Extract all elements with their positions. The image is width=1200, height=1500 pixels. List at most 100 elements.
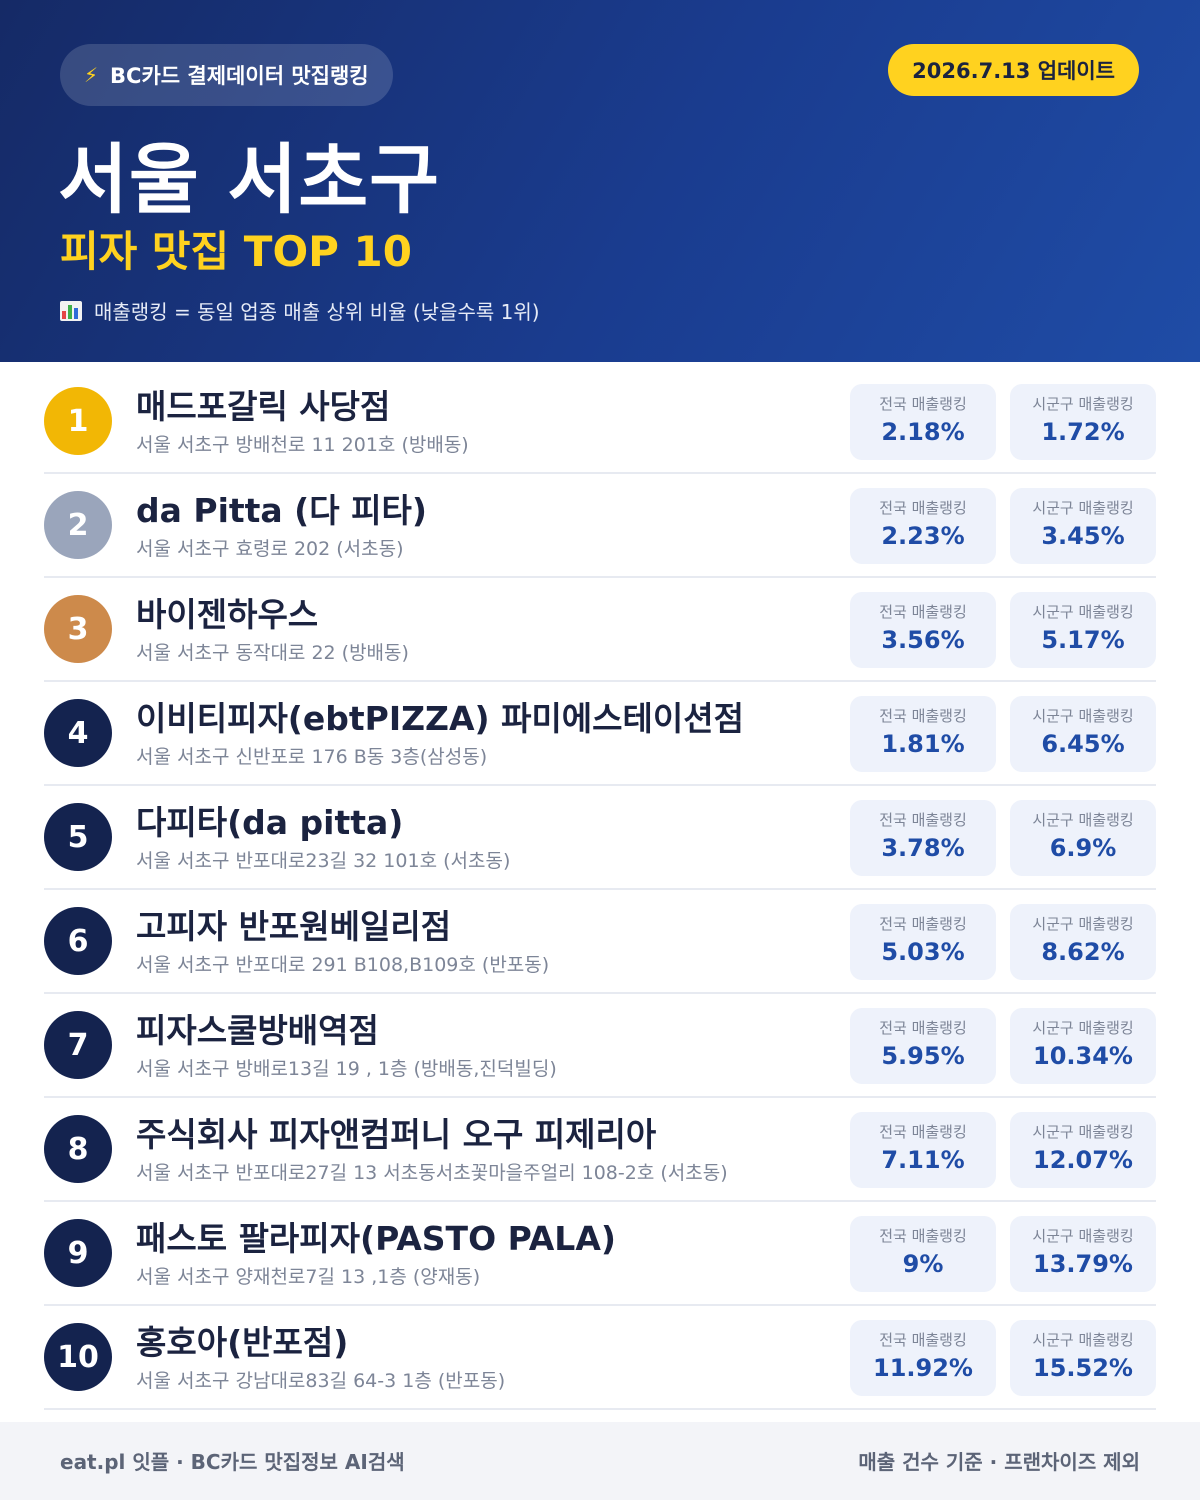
restaurant-address: 서울 서초구 신반포로 176 B동 3층(삼성동) xyxy=(136,746,488,768)
national-rank-label: 전국 매출랭킹 xyxy=(879,499,967,517)
restaurant-name[interactable]: 피자스쿨방배역점 xyxy=(136,1011,379,1050)
rank-badge: 7 xyxy=(44,1011,112,1079)
district-rank-box: 시군구 매출랭킹 15.52% xyxy=(1010,1320,1156,1396)
national-rank-box: 전국 매출랭킹 7.11% xyxy=(850,1112,996,1188)
national-rank-box: 전국 매출랭킹 3.56% xyxy=(850,592,996,668)
national-rank-label: 전국 매출랭킹 xyxy=(879,707,967,725)
list-item[interactable]: 5 다피타(da pitta) 서울 서초구 반포대로23길 32 101호 (서초… xyxy=(44,786,1156,890)
district-rank-label: 시군구 매출랭킹 xyxy=(1032,1019,1134,1037)
bar-chart-icon xyxy=(60,300,82,321)
restaurant-name[interactable]: 주식회사 피자앤컴퍼니 오구 피제리아 xyxy=(136,1115,657,1154)
restaurant-address: 서울 서초구 반포대로 291 B108,B109호 (반포동) xyxy=(136,954,550,976)
footer: eat.pl 잇플 · BC카드 맛집정보 AI검색 매출 건수 기준 · 프랜… xyxy=(0,1422,1200,1500)
national-rank-box: 전국 매출랭킹 5.95% xyxy=(850,1008,996,1084)
national-rank-label: 전국 매출랭킹 xyxy=(879,1019,967,1037)
national-rank-label: 전국 매출랭킹 xyxy=(879,811,967,829)
restaurant-name[interactable]: 매드포갈릭 사당점 xyxy=(136,387,391,426)
national-rank-value: 3.78% xyxy=(881,834,965,862)
district-rank-box: 시군구 매출랭킹 6.9% xyxy=(1010,800,1156,876)
district-rank-label: 시군구 매출랭킹 xyxy=(1032,915,1134,933)
national-rank-box: 전국 매출랭킹 11.92% xyxy=(850,1320,996,1396)
restaurant-name[interactable]: 홍호아(반포점) xyxy=(136,1323,349,1362)
national-rank-label: 전국 매출랭킹 xyxy=(879,395,967,413)
restaurant-address: 서울 서초구 반포대로27길 13 서초동서초꽃마을주얼리 108-2호 (서초… xyxy=(136,1162,728,1184)
district-rank-value: 15.52% xyxy=(1033,1354,1133,1382)
source-badge: ⚡ BC카드 결제데이터 맛집랭킹 xyxy=(60,44,393,106)
district-rank-label: 시군구 매출랭킹 xyxy=(1032,603,1134,621)
district-rank-value: 10.34% xyxy=(1033,1042,1133,1070)
district-rank-box: 시군구 매출랭킹 13.79% xyxy=(1010,1216,1156,1292)
rank-badge: 9 xyxy=(44,1219,112,1287)
rank-badge: 3 xyxy=(44,595,112,663)
restaurant-name[interactable]: 패스토 팔라피자(PASTO PALA) xyxy=(136,1219,616,1258)
national-rank-value: 11.92% xyxy=(873,1354,973,1382)
list-item[interactable]: 10 홍호아(반포점) 서울 서초구 강남대로83길 64-3 1층 (반포동) 전국… xyxy=(44,1306,1156,1410)
legend-text: 매출랭킹 = 동일 업종 매출 상위 비율 (낮을수록 1위) xyxy=(94,300,540,324)
national-rank-value: 2.18% xyxy=(881,418,965,446)
rank-badge: 1 xyxy=(44,387,112,455)
rank-badge: 5 xyxy=(44,803,112,871)
page-title: 서울 서초구 xyxy=(58,135,441,224)
restaurant-address: 서울 서초구 효령로 202 (서초동) xyxy=(136,538,404,560)
district-rank-box: 시군구 매출랭킹 5.17% xyxy=(1010,592,1156,668)
lightning-bolt-icon: ⚡ xyxy=(84,63,99,87)
rank-badge: 4 xyxy=(44,699,112,767)
national-rank-value: 3.56% xyxy=(881,626,965,654)
district-rank-value: 3.45% xyxy=(1041,522,1125,550)
national-rank-value: 5.03% xyxy=(881,938,965,966)
rank-badge: 8 xyxy=(44,1115,112,1183)
restaurant-address: 서울 서초구 방배로13길 19 , 1층 (방배동,진덕빌딩) xyxy=(136,1058,557,1080)
district-rank-label: 시군구 매출랭킹 xyxy=(1032,395,1134,413)
restaurant-address: 서울 서초구 방배천로 11 201호 (방배동) xyxy=(136,434,469,456)
district-rank-value: 6.9% xyxy=(1049,834,1117,862)
national-rank-label: 전국 매출랭킹 xyxy=(879,1123,967,1141)
national-rank-box: 전국 매출랭킹 2.18% xyxy=(850,384,996,460)
list-item[interactable]: 9 패스토 팔라피자(PASTO PALA) 서울 서초구 양재천로7길 13 ,1… xyxy=(44,1202,1156,1306)
national-rank-label: 전국 매출랭킹 xyxy=(879,915,967,933)
rank-badge: 2 xyxy=(44,491,112,559)
district-rank-label: 시군구 매출랭킹 xyxy=(1032,1331,1134,1349)
national-rank-label: 전국 매출랭킹 xyxy=(879,603,967,621)
district-rank-value: 6.45% xyxy=(1041,730,1125,758)
district-rank-box: 시군구 매출랭킹 10.34% xyxy=(1010,1008,1156,1084)
restaurant-name[interactable]: 다피타(da pitta) xyxy=(136,803,404,842)
district-rank-label: 시군구 매출랭킹 xyxy=(1032,1227,1134,1245)
footer-note: 매출 건수 기준 · 프랜차이즈 제외 xyxy=(858,1450,1140,1474)
district-rank-label: 시군구 매출랭킹 xyxy=(1032,1123,1134,1141)
rank-badge: 6 xyxy=(44,907,112,975)
district-rank-box: 시군구 매출랭킹 3.45% xyxy=(1010,488,1156,564)
district-rank-value: 13.79% xyxy=(1033,1250,1133,1278)
restaurant-name[interactable]: 고피자 반포원베일리점 xyxy=(136,907,452,946)
national-rank-box: 전국 매출랭킹 2.23% xyxy=(850,488,996,564)
list-item[interactable]: 3 바이젠하우스 서울 서초구 동작대로 22 (방배동) 전국 매출랭킹 3.56% 시… xyxy=(44,578,1156,682)
national-rank-box: 전국 매출랭킹 5.03% xyxy=(850,904,996,980)
district-rank-box: 시군구 매출랭킹 8.62% xyxy=(1010,904,1156,980)
national-rank-value: 9% xyxy=(902,1250,944,1278)
restaurant-name[interactable]: da Pitta (다 피타) xyxy=(136,491,427,530)
district-rank-value: 12.07% xyxy=(1033,1146,1133,1174)
restaurant-name[interactable]: 이비티피자(ebtPIZZA) 파미에스테이션점 xyxy=(136,699,744,738)
district-rank-value: 1.72% xyxy=(1041,418,1125,446)
footer-brand: eat.pl 잇플 · BC카드 맛집정보 AI검색 xyxy=(60,1450,405,1474)
header-banner: ⚡ BC카드 결제데이터 맛집랭킹 2026.7.13 업데이트 서울 서초구 … xyxy=(0,0,1200,362)
national-rank-value: 2.23% xyxy=(881,522,965,550)
restaurant-name[interactable]: 바이젠하우스 xyxy=(136,595,319,634)
restaurant-address: 서울 서초구 강남대로83길 64-3 1층 (반포동) xyxy=(136,1370,506,1392)
national-rank-value: 1.81% xyxy=(881,730,965,758)
district-rank-label: 시군구 매출랭킹 xyxy=(1032,707,1134,725)
district-rank-label: 시군구 매출랭킹 xyxy=(1032,811,1134,829)
district-rank-value: 8.62% xyxy=(1041,938,1125,966)
rank-badge: 10 xyxy=(44,1323,112,1391)
list-item[interactable]: 2 da Pitta (다 피타) 서울 서초구 효령로 202 (서초동) 전국 매… xyxy=(44,474,1156,578)
national-rank-label: 전국 매출랭킹 xyxy=(879,1331,967,1349)
national-rank-box: 전국 매출랭킹 1.81% xyxy=(850,696,996,772)
national-rank-box: 전국 매출랭킹 3.78% xyxy=(850,800,996,876)
restaurant-address: 서울 서초구 양재천로7길 13 ,1층 (양재동) xyxy=(136,1266,481,1288)
restaurant-address: 서울 서초구 반포대로23길 32 101호 (서초동) xyxy=(136,850,511,872)
national-rank-value: 5.95% xyxy=(881,1042,965,1070)
